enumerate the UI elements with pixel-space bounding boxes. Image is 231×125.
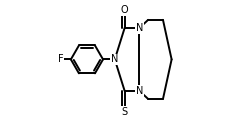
Text: N: N — [111, 54, 118, 64]
Text: O: O — [120, 5, 128, 15]
Text: F: F — [57, 54, 63, 64]
Text: N: N — [135, 86, 143, 96]
Text: S: S — [121, 107, 127, 117]
Text: N: N — [135, 23, 143, 33]
